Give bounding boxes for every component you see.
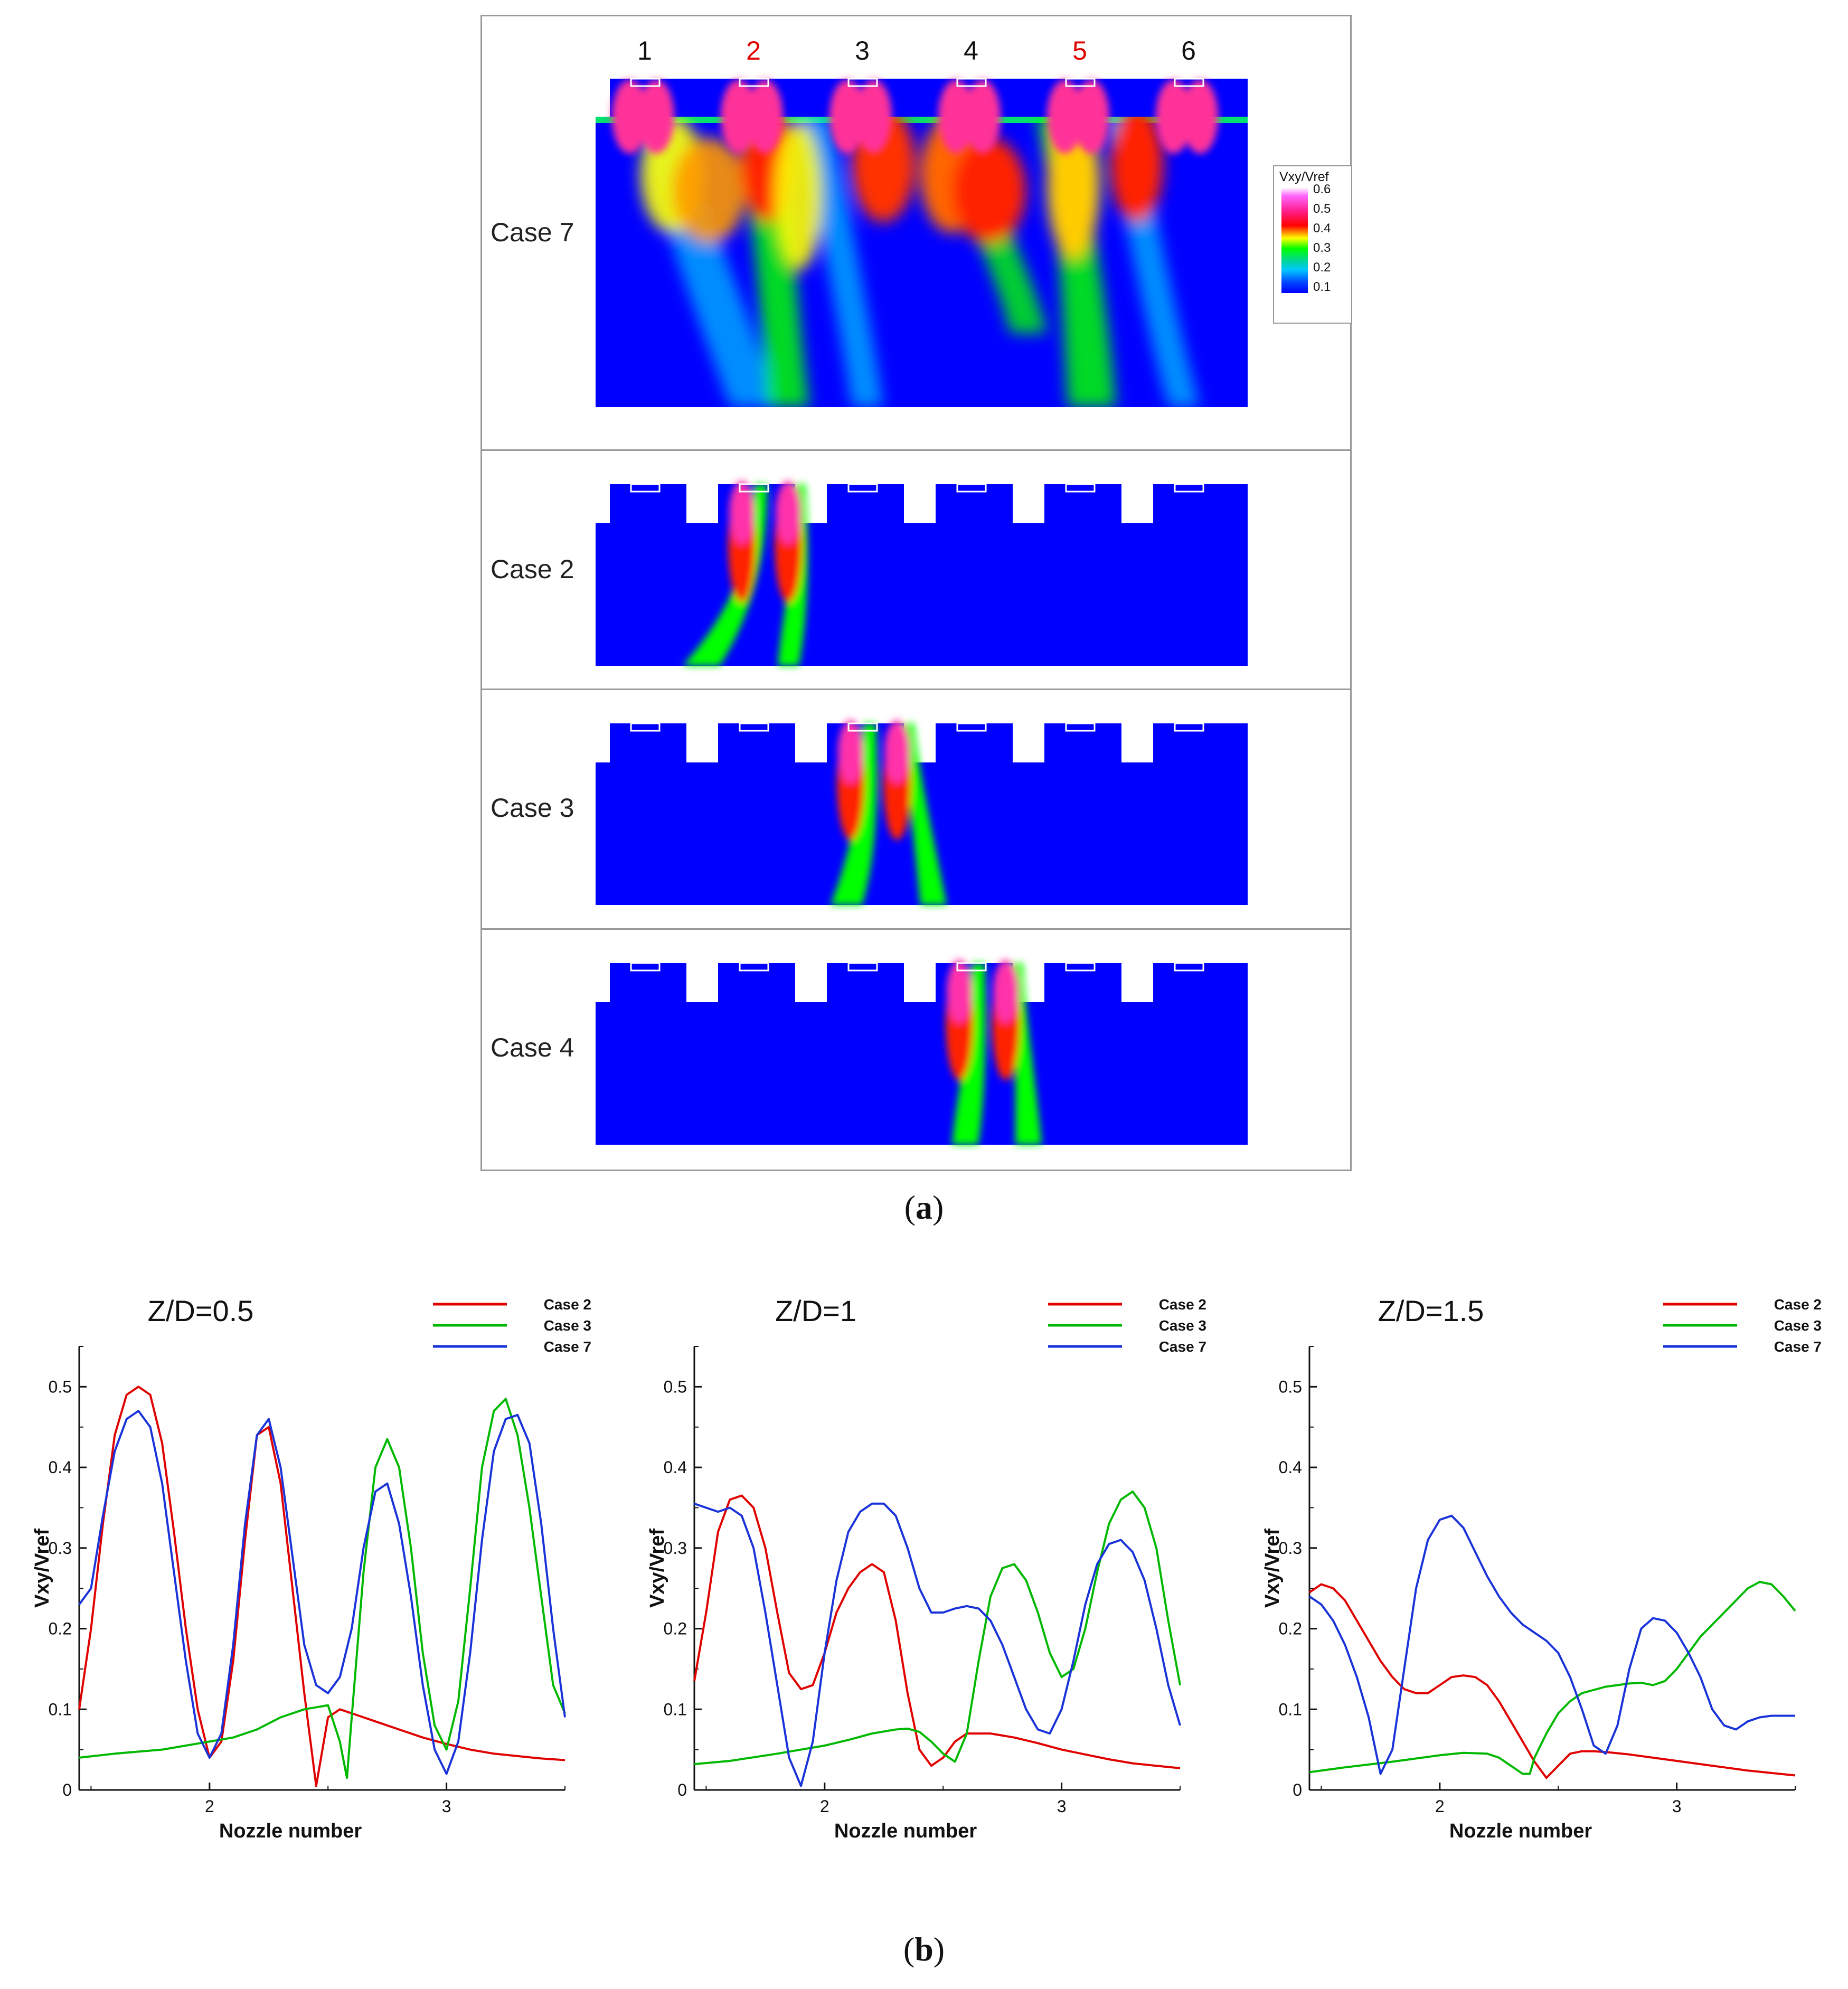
series-line-case-3 (1309, 1581, 1796, 1775)
series-line-case-7 (694, 1502, 1181, 1787)
contour-case-7 (596, 78, 1248, 407)
y-tick-label: 0.3 (664, 1539, 687, 1558)
x-tick-label: 2 (205, 1797, 214, 1816)
legend-label: Case 3 (1159, 1317, 1206, 1334)
y-tick-label: 0 (677, 1780, 687, 1799)
y-tick-label: 0.1 (1279, 1700, 1302, 1719)
legend-label: Case 2 (1774, 1296, 1822, 1313)
y-tick-label: 0.1 (664, 1700, 687, 1719)
legend-label: Case 7 (1774, 1338, 1822, 1355)
caption-a-letter: a (916, 1189, 932, 1226)
nozzle-number-1: 1 (637, 36, 652, 65)
colorbar-tick: 0.2 (1313, 260, 1331, 275)
y-axis-label: Vxy/Vref (31, 1529, 53, 1608)
x-axis-label: Nozzle number (1449, 1820, 1592, 1842)
x-tick-label: 3 (1672, 1797, 1682, 1816)
nozzle-number-5: 5 (1072, 36, 1087, 65)
caption-b: (b) (903, 1930, 945, 1968)
chart-title: Z/D=1.5 (1378, 1294, 1484, 1327)
y-axis-label: Vxy/Vref (646, 1529, 668, 1608)
caption-b-letter: b (914, 1930, 934, 1968)
colorbar-legend: Vxy/Vref 0.6 0.5 0.4 0.3 0.2 0.1 (1273, 165, 1352, 324)
colorbar-tick: 0.3 (1313, 241, 1331, 255)
panel-divider (482, 689, 1350, 690)
x-axis-label: Nozzle number (219, 1820, 362, 1842)
contour-figure: 1 2 3 4 5 6 Case 7 Case 2 Case 3 Case 4 (480, 15, 1352, 1171)
y-tick-label: 0.1 (49, 1700, 72, 1719)
y-tick-label: 0.3 (1279, 1539, 1302, 1558)
line-chart-zd-1: Z/D=1 0 0.1 0.2 0.3 0.4 0.5 2 3 Nozzle number Vxy/… (646, 1294, 1206, 1842)
x-tick-label: 2 (820, 1797, 829, 1816)
contour-case-3 (596, 720, 1248, 905)
chart-title: Z/D=1 (775, 1294, 856, 1327)
contour-case-4 (596, 960, 1248, 1145)
y-tick-label: 0 (1293, 1780, 1302, 1799)
legend-label: Case 2 (1159, 1296, 1206, 1313)
x-tick-label: 2 (1435, 1797, 1445, 1816)
case-label-case-3: Case 3 (491, 793, 574, 823)
caption-a: (a) (904, 1189, 944, 1226)
series-line-case-7 (1308, 1514, 1795, 1775)
y-tick-label: 0.4 (664, 1458, 687, 1477)
line-chart-zd-1-5: Z/D=1.5 0 0.1 0.2 0.3 0.4 0.5 2 3 Nozzle number Vx… (1261, 1294, 1822, 1842)
x-axis-label: Nozzle number (834, 1820, 977, 1842)
contour-case-2 (596, 481, 1248, 666)
y-tick-label: 0.2 (1279, 1619, 1302, 1638)
x-tick-label: 3 (442, 1797, 451, 1816)
panel-divider (482, 449, 1350, 451)
y-tick-label: 0.5 (1279, 1377, 1302, 1396)
series-line-case-2 (78, 1385, 565, 1787)
series-line-case-7 (78, 1410, 566, 1775)
y-tick-label: 0 (62, 1780, 72, 1799)
y-tick-label: 0.2 (49, 1619, 72, 1638)
series-line-case-3 (694, 1490, 1181, 1766)
colorbar-tick: 0.6 (1313, 182, 1331, 196)
colorbar-tick: 0.5 (1313, 202, 1331, 216)
chart-title: Z/D=0.5 (148, 1294, 254, 1327)
y-tick-label: 0.4 (49, 1458, 72, 1477)
contour-images (596, 78, 1248, 1145)
y-tick-label: 0.4 (1279, 1458, 1302, 1477)
colorbar-title: Vxy/Vref (1279, 169, 1329, 184)
line-chart-zd-0-5: Z/D=0.5 0 0.1 0.2 0.3 0.4 0.5 2 3 Nozzle number Vx… (31, 1294, 591, 1842)
y-tick-label: 0.5 (664, 1377, 687, 1396)
colorbar-tick: 0.4 (1313, 221, 1331, 235)
case-label-case-4: Case 4 (491, 1033, 574, 1062)
series-line-case-3 (79, 1398, 566, 1779)
legend-label: Case 7 (544, 1338, 591, 1355)
colorbar (1281, 187, 1308, 293)
nozzle-number-6: 6 (1181, 36, 1196, 65)
nozzle-number-4: 4 (964, 36, 978, 65)
y-axis-label: Vxy/Vref (1261, 1529, 1284, 1608)
case-label-case-7: Case 7 (491, 218, 574, 247)
series-line-case-2 (693, 1494, 1181, 1769)
panel-divider (482, 928, 1350, 930)
legend-label: Case 3 (1774, 1317, 1822, 1334)
legend-label: Case 3 (544, 1317, 591, 1334)
colorbar-tick: 0.1 (1313, 280, 1331, 294)
y-tick-label: 0.5 (49, 1377, 72, 1396)
nozzle-number-2: 2 (746, 36, 761, 65)
y-tick-label: 0.3 (49, 1539, 72, 1558)
y-tick-label: 0.2 (664, 1619, 687, 1638)
legend-label: Case 2 (544, 1296, 591, 1313)
nozzle-number-3: 3 (855, 36, 870, 65)
case-label-case-2: Case 2 (491, 554, 574, 584)
x-tick-label: 3 (1057, 1797, 1067, 1816)
legend-label: Case 7 (1159, 1338, 1206, 1355)
series-line-case-2 (1308, 1583, 1796, 1779)
